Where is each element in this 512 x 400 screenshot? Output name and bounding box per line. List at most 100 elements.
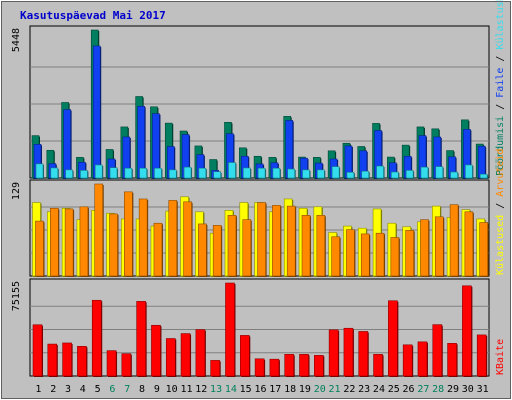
x-label-day-27: 27 (417, 384, 429, 395)
x-label-day-17: 17 (269, 384, 281, 395)
legend-middle-segment-1: / (495, 197, 506, 215)
legends: Pöördumisi / Faile / KülastuskülgiKülast… (495, 0, 506, 375)
bar-middle-s1-d9 (153, 222, 163, 277)
legend-top-segment-3: / (495, 50, 506, 68)
x-label-day-23: 23 (358, 384, 370, 395)
legend-bottom-segment-0: KBaite (495, 339, 506, 375)
x-label-day-20: 20 (314, 384, 326, 395)
bar-bottom-s0-d4 (77, 346, 87, 377)
bar-middle-s1-d21 (331, 236, 340, 277)
x-label-day-1: 1 (35, 384, 41, 395)
bar-middle-s1-d7 (124, 191, 133, 277)
bar-top-s2-d24 (376, 165, 384, 179)
y-max-label-top: 5448 (11, 28, 22, 52)
x-label-day-12: 12 (195, 384, 207, 395)
bar-middle-s1-d2 (50, 207, 59, 277)
legend-top-segment-2: Faile (495, 68, 506, 98)
bar-top-s2-d31 (479, 173, 488, 179)
bar-middle-s1-d11 (183, 201, 192, 277)
bar-middle-s1-d14 (227, 215, 237, 277)
bar-middle-s1-d15 (242, 219, 252, 277)
x-label-day-24: 24 (373, 384, 385, 395)
bar-bottom-s0-d26 (402, 344, 413, 377)
panel-middle: 129 (11, 179, 490, 277)
bar-top-s2-d21 (331, 166, 340, 179)
bar-middle-s1-d19 (301, 215, 311, 277)
x-label-day-30: 30 (462, 384, 474, 395)
bar-top-s2-d3 (65, 169, 73, 179)
bar-bottom-s0-d31 (476, 334, 487, 377)
x-label-day-21: 21 (329, 384, 341, 395)
bar-middle-s1-d8 (138, 198, 148, 277)
bar-middle-s1-d17 (272, 205, 281, 277)
bar-top-s2-d22 (346, 171, 355, 179)
bar-top-s2-d13 (213, 171, 221, 179)
bar-middle-s1-d6 (109, 213, 118, 277)
x-label-day-16: 16 (254, 384, 266, 395)
bar-middle-s1-d24 (375, 232, 385, 277)
bar-middle-s1-d22 (346, 229, 355, 277)
bar-middle-s1-d31 (479, 222, 488, 277)
bar-bottom-s0-d17 (269, 358, 280, 377)
bar-middle-s1-d25 (390, 237, 400, 277)
x-label-day-11: 11 (180, 384, 192, 395)
bar-bottom-s0-d3 (62, 342, 72, 377)
bar-bottom-s0-d25 (388, 300, 398, 377)
bar-bottom-s0-d8 (136, 301, 146, 377)
bar-bottom-s0-d23 (358, 331, 369, 377)
bar-bottom-s0-d19 (299, 354, 309, 377)
x-label-day-22: 22 (343, 384, 355, 395)
bar-bottom-s0-d2 (47, 343, 58, 377)
bar-bottom-s0-d18 (284, 354, 295, 377)
x-label-day-2: 2 (50, 384, 56, 395)
bar-top-s2-d11 (183, 166, 192, 179)
bar-bottom-s0-d16 (254, 358, 265, 377)
legend-top-segment-4: Külastuskülgi (495, 0, 506, 50)
bar-top-s2-d7 (124, 167, 133, 179)
x-label-day-18: 18 (284, 384, 296, 395)
bar-middle-s1-d20 (316, 215, 326, 277)
bar-top-s2-d17 (272, 167, 281, 179)
legend-bottom: KBaite (495, 339, 506, 375)
bar-bottom-s0-d12 (195, 329, 206, 377)
legend-top-segment-1: / (495, 98, 506, 116)
bar-bottom-s0-d13 (210, 360, 220, 377)
bar-middle-s1-d23 (360, 233, 370, 277)
bar-top-s2-d2 (50, 167, 59, 179)
x-label-day-14: 14 (225, 384, 237, 395)
bar-bottom-s0-d30 (462, 285, 472, 377)
bar-middle-s1-d1 (35, 220, 44, 277)
x-label-day-7: 7 (124, 384, 130, 395)
chart-panels: 5448 129 75155 (11, 25, 490, 377)
bar-bottom-s0-d20 (314, 355, 324, 377)
bar-top-s2-d9 (154, 167, 162, 179)
bar-top-s2-d26 (405, 170, 414, 179)
x-label-day-4: 4 (80, 384, 86, 395)
bar-top-s2-d5 (94, 164, 103, 179)
bar-middle-s1-d13 (212, 225, 222, 277)
bar-top-s1-d8 (137, 105, 145, 179)
legend-middle-segment-0: Külastused (495, 215, 506, 275)
x-label-day-10: 10 (166, 384, 178, 395)
bar-top-s2-d1 (35, 163, 44, 179)
bar-top-s2-d10 (168, 169, 177, 179)
bar-middle-s1-d28 (434, 216, 444, 277)
x-label-day-8: 8 (139, 384, 145, 395)
bar-middle-s1-d29 (449, 204, 459, 277)
bar-top-s2-d14 (228, 162, 236, 179)
bar-bottom-s0-d21 (328, 329, 339, 377)
bar-top-s1-d5 (92, 45, 101, 179)
bar-top-s2-d15 (242, 167, 251, 179)
x-label-day-25: 25 (388, 384, 400, 395)
x-label-day-26: 26 (403, 384, 415, 395)
bar-middle-s1-d5 (94, 183, 104, 277)
bar-top-s2-d8 (139, 167, 147, 179)
bar-bottom-s0-d24 (373, 354, 383, 377)
bar-bottom-s0-d28 (432, 324, 443, 377)
bar-bottom-s0-d15 (239, 335, 250, 377)
legend-middle: Külastused / Arvuteid (495, 149, 506, 275)
bar-bottom-s0-d22 (343, 327, 354, 377)
x-label-day-13: 13 (210, 384, 222, 395)
